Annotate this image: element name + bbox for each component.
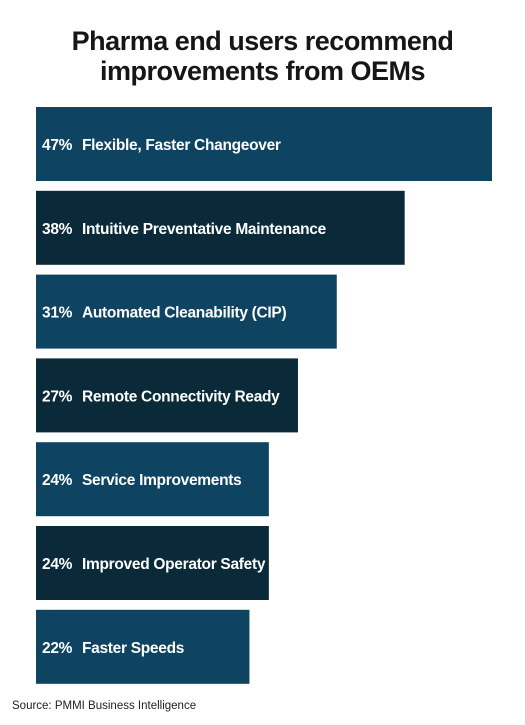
bar-group-2: 38% Intuitive Preventative Maintenance — [36, 190, 405, 265]
bar-value-label-7: 22% — [42, 640, 73, 657]
bar-value-label-3: 31% — [42, 305, 73, 322]
bar-category-label-7: Faster Speeds — [82, 640, 184, 657]
chart-title-line-1: Pharma end users recommend — [71, 26, 454, 56]
source-note: Source: PMMI Business Intelligence — [12, 700, 197, 712]
bar-value-label-6: 24% — [42, 556, 73, 573]
bar-group-3: 31% Automated Cleanability (CIP) — [36, 274, 337, 349]
bar-4 — [36, 358, 298, 433]
bar-value-label-5: 24% — [42, 472, 73, 489]
bar-6 — [36, 526, 269, 600]
bar-group-1: 47% Flexible, Faster Changeover — [36, 107, 492, 181]
bar-group-4: 27% Remote Connectivity Ready — [36, 358, 298, 433]
bar-value-label-4: 27% — [42, 388, 73, 405]
bar-3 — [36, 274, 337, 349]
bar-1 — [36, 107, 492, 181]
bar-value-label-1: 47% — [42, 137, 73, 154]
bar-category-label-3: Automated Cleanability (CIP) — [82, 305, 286, 322]
bar-value-label-2: 38% — [42, 221, 73, 238]
bar-category-label-2: Intuitive Preventative Maintenance — [82, 221, 327, 238]
bar-group-5: 24% Service Improvements — [36, 442, 269, 517]
chart-title-line-2: improvements from OEMs — [99, 56, 426, 86]
bar-group-6: 24% Improved Operator Safety — [36, 526, 269, 600]
bar-category-label-6: Improved Operator Safety — [82, 556, 266, 573]
bar-5 — [36, 442, 269, 517]
chart-title: Pharma end users recommend improvements … — [0, 26, 525, 86]
bar-2 — [36, 190, 405, 265]
bar-category-label-4: Remote Connectivity Ready — [82, 388, 280, 405]
bar-7 — [36, 609, 250, 684]
bar-category-label-5: Service Improvements — [82, 472, 241, 489]
bar-group-7: 22% Faster Speeds — [36, 609, 250, 684]
bar-category-label-1: Flexible, Faster Changeover — [82, 137, 281, 154]
